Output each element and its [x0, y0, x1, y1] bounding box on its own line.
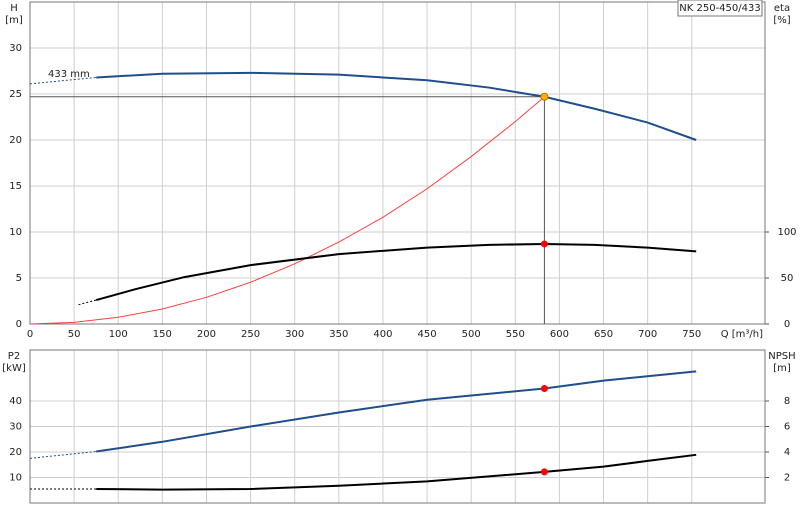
plot-frame: [29, 349, 766, 504]
duty-point: [540, 468, 548, 476]
x-tick-label: 350: [329, 329, 348, 340]
x-tick-label: 100: [109, 329, 128, 340]
y2-tick-label: 6: [784, 422, 790, 433]
x-tick-label: 600: [550, 329, 569, 340]
duty-point: [540, 92, 549, 101]
curve: [96, 453, 697, 491]
duty-point: [540, 385, 548, 393]
y-tick-label: 10: [9, 473, 22, 484]
y-axis-label: H: [10, 3, 18, 14]
curve: [95, 242, 697, 302]
y-tick-label: 0: [16, 319, 22, 330]
x-tick-label: 400: [373, 329, 392, 340]
x-tick-label: 150: [153, 329, 172, 340]
y-tick-label: 5: [16, 273, 22, 284]
curve: [29, 450, 97, 459]
y2-tick-label: 0: [784, 319, 790, 330]
y2-axis-label: [%]: [773, 15, 790, 26]
y2-tick-label: 100: [777, 227, 796, 238]
x-tick-label: 0: [27, 329, 33, 340]
curve: [96, 370, 697, 453]
y-tick-label: 30: [9, 422, 22, 433]
x-axis-label: Q [m³/h]: [721, 329, 763, 340]
y-tick-label: 20: [9, 447, 22, 458]
plot-area: [30, 2, 765, 324]
x-tick-label: 200: [197, 329, 216, 340]
curve-label: 433 mm: [48, 69, 90, 80]
y-tick-label: 25: [9, 89, 22, 100]
x-tick-label: 650: [594, 329, 613, 340]
y-tick-label: 40: [9, 396, 22, 407]
y2-tick-label: 4: [784, 447, 790, 458]
x-tick-label: 500: [462, 329, 481, 340]
curve: [29, 96, 545, 325]
y-tick-label: 15: [9, 181, 22, 192]
chart-title: NK 250-450/433: [679, 3, 760, 14]
y-tick-label: 20: [9, 135, 22, 146]
duty-point: [540, 240, 548, 248]
y2-axis-label: [m]: [773, 363, 791, 374]
x-tick-label: 550: [506, 329, 525, 340]
y2-axis-label: NPSH: [768, 351, 795, 362]
plot-frame: [29, 1, 766, 325]
y-axis-label: [kW]: [2, 363, 26, 374]
curve: [29, 76, 97, 85]
curve: [96, 71, 697, 141]
y2-tick-label: 50: [781, 273, 794, 284]
y2-tick-label: 8: [784, 396, 790, 407]
curve: [78, 299, 97, 306]
x-tick-label: 300: [285, 329, 304, 340]
y-tick-label: 30: [9, 43, 22, 54]
x-tick-label: 450: [418, 329, 437, 340]
y-axis-label: P2: [8, 351, 20, 362]
x-tick-label: 750: [682, 329, 701, 340]
y2-tick-label: 2: [784, 473, 790, 484]
y2-axis-label: eta: [774, 3, 790, 14]
title-box: [677, 0, 763, 17]
y-tick-label: 10: [9, 227, 22, 238]
x-tick-label: 250: [241, 329, 260, 340]
y-axis-label: [m]: [5, 15, 23, 26]
x-tick-label: 50: [68, 329, 81, 340]
x-tick-label: 700: [638, 329, 657, 340]
